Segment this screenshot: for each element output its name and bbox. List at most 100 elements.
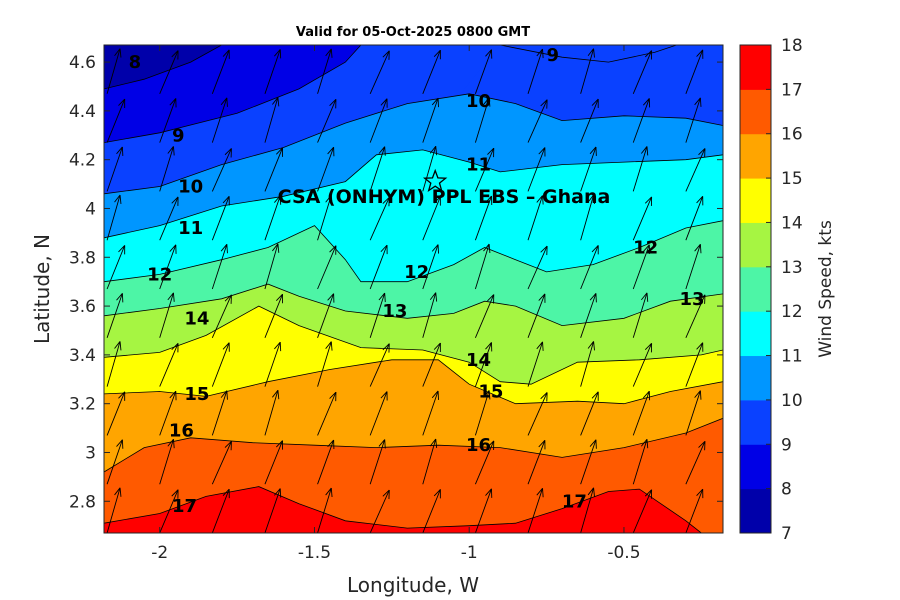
wind-arrow: [369, 50, 390, 94]
wind-arrow: [317, 99, 337, 143]
wind-arrow: [580, 45, 582, 46]
wind-vector-field: [106, 45, 706, 533]
colorbar-segment: [740, 355, 771, 401]
contour-label: 10: [178, 177, 203, 198]
wind-arrow: [369, 244, 388, 290]
wind-arrow: [632, 343, 653, 387]
y-tick-label: 4.2: [69, 151, 96, 171]
wind-arrow: [211, 440, 232, 485]
filled-contour-bands: [104, 45, 723, 533]
colorbar-segment: [740, 444, 771, 490]
wind-arrow: [317, 439, 335, 485]
wind-arrow: [106, 98, 126, 143]
wind-arrow: [685, 148, 706, 192]
wind-arrow: [264, 45, 266, 46]
contour-label: 16: [466, 435, 491, 456]
wind-arrow: [317, 487, 333, 533]
wind-arrow: [422, 438, 438, 485]
y-tick-label: 4.6: [69, 53, 96, 73]
wind-arrow: [685, 45, 687, 46]
wind-arrow: [527, 488, 544, 533]
contour-label: 8: [129, 52, 142, 73]
wind-arrow: [159, 390, 177, 436]
wind-arrow: [474, 147, 495, 192]
contour-label: 16: [169, 421, 194, 442]
colorbar-tick-label: 10: [781, 391, 803, 411]
wind-arrow: [106, 341, 122, 387]
wind-arrow: [159, 196, 179, 241]
y-tick-label: 2.8: [69, 492, 96, 512]
wind-arrow: [264, 49, 282, 94]
wind-arrow: [211, 342, 230, 387]
wind-arrow: [474, 390, 491, 436]
wind-arrow: [317, 293, 335, 338]
band-17-18: [104, 486, 702, 533]
wind-arrow: [527, 147, 546, 192]
colorbar-segment: [740, 311, 771, 357]
contour-line-16: [104, 417, 723, 473]
site-label: CSA (ONHYM) PPL EBS – Ghana: [278, 186, 611, 208]
contour-labels: 8 9 9 10 10 11 11 12 12 12 13 13 14 14 15 15 16 16 17 17: [129, 45, 705, 517]
contour-label: 10: [466, 91, 491, 112]
wind-arrow: [633, 45, 634, 46]
wind-arrow: [685, 97, 702, 143]
wind-arrow: [369, 343, 390, 387]
wind-arrow: [632, 196, 653, 241]
wind-arrow: [632, 98, 651, 143]
wind-arrow: [211, 294, 232, 338]
y-axis: 2.8 3 3.2 3.4 3.6 3.8 4 4.2 4.4 4.6: [69, 53, 723, 512]
y-tick-label: 4.4: [69, 102, 96, 122]
colorbar-frame: [739, 44, 772, 534]
wind-arrow: [580, 48, 595, 94]
wind-arrow: [369, 196, 390, 241]
wind-arrow: [580, 293, 597, 338]
wind-arrow: [211, 49, 230, 94]
wind-arrow: [264, 147, 283, 192]
wind-arrow: [422, 342, 441, 387]
colorbar-tick-label: 12: [781, 302, 803, 322]
wind-arrow: [580, 194, 595, 241]
x-axis: -2 -1.5 -1 -0.5: [151, 45, 641, 563]
colorbar-segment: [740, 178, 771, 223]
contour-label: 9: [172, 125, 185, 146]
colorbar-segment: [740, 266, 771, 312]
wind-arrow: [317, 341, 333, 387]
contour-label: 12: [147, 264, 172, 285]
wind-arrow: [106, 293, 124, 338]
wind-arrow: [317, 146, 335, 192]
wind-arrow: [580, 341, 595, 387]
wind-arrow: [369, 292, 386, 338]
wind-arrow: [317, 391, 337, 436]
colorbar-segment: [740, 222, 771, 268]
wind-arrow: [106, 487, 122, 533]
wind-arrow: [159, 50, 179, 94]
x-tick-label: -1: [461, 543, 478, 563]
wind-arrow: [159, 244, 177, 290]
wind-arrow: [369, 391, 388, 436]
x-tick-label: -1.5: [298, 543, 331, 563]
wind-arrow: [264, 440, 283, 485]
wind-arrow: [474, 440, 495, 485]
wind-arrow: [527, 48, 544, 94]
wind-arrow: [211, 488, 230, 533]
wind-arrow: [580, 391, 599, 436]
wind-arrow: [474, 294, 495, 338]
contour-label: 15: [184, 384, 209, 405]
wind-arrow: [159, 438, 175, 485]
plot-frame: [103, 44, 724, 534]
wind-arrow: [159, 292, 175, 338]
y-tick-label: 3.2: [69, 395, 96, 415]
x-tick-label: -0.5: [607, 543, 640, 563]
wind-arrow: [264, 341, 282, 387]
wind-arrow: [422, 196, 441, 241]
x-axis-label: Longitude, W: [347, 573, 479, 597]
y-axis-label: Latitude, N: [30, 234, 54, 344]
wind-arrow: [422, 97, 439, 143]
contour-line-9: [104, 45, 362, 143]
wind-arrow: [369, 98, 388, 143]
wind-arrow: [685, 196, 704, 241]
wind-arrow: [369, 489, 390, 533]
wind-arrow: [685, 49, 704, 94]
colorbar-tick-label: 16: [781, 125, 803, 145]
